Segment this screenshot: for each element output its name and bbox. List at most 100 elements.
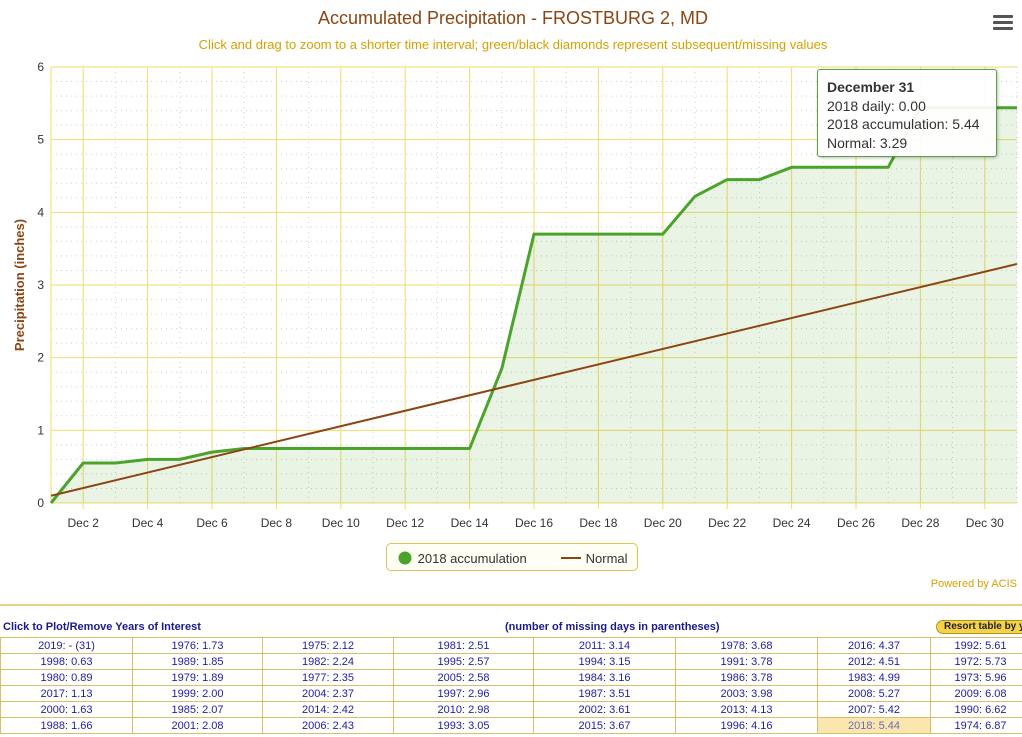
y-tick-label: 0 — [37, 496, 44, 510]
year-cell[interactable]: 1978: 3.68 — [675, 637, 818, 654]
year-cell[interactable]: 2010: 2.98 — [393, 701, 534, 718]
year-cell[interactable]: 1996: 4.16 — [675, 717, 818, 734]
year-cell[interactable]: 1990: 6.62 — [930, 701, 1022, 718]
chart-legend: 2018 accumulation Normal — [386, 543, 638, 571]
hamburger-menu-icon[interactable] — [988, 10, 1018, 36]
x-tick-label: Dec 22 — [708, 516, 746, 530]
year-cell[interactable]: 2016: 4.37 — [817, 637, 931, 654]
year-cell[interactable]: 1980: 0.89 — [0, 669, 133, 686]
resort-table-button[interactable]: Resort table by year — [936, 620, 1022, 634]
year-cell[interactable]: 1987: 3.51 — [533, 685, 676, 702]
year-cell[interactable]: 1979: 1.89 — [132, 669, 263, 686]
accumulation-point — [661, 233, 664, 236]
x-tick-label: Dec 12 — [386, 516, 424, 530]
x-tick-label: Dec 20 — [644, 516, 682, 530]
year-cell[interactable]: 1991: 3.78 — [675, 653, 818, 670]
years-table-row: 2017: 1.13 1999: 2.00 2004: 2.37 1997: 2.96… — [0, 685, 1022, 702]
powered-by-link[interactable]: Powered by ACIS — [930, 578, 1017, 590]
year-cell[interactable]: 2011: 3.14 — [533, 637, 676, 654]
year-cell[interactable]: 1993: 3.05 — [393, 717, 534, 734]
accumulation-point — [339, 447, 342, 450]
year-cell[interactable]: 2006: 2.43 — [262, 717, 394, 734]
accumulation-point — [468, 447, 471, 450]
year-cell[interactable]: 2018: 5.44 — [817, 717, 931, 734]
year-cell[interactable]: 1983: 4.99 — [817, 669, 931, 686]
year-cell[interactable]: 1975: 2.12 — [262, 637, 394, 654]
year-cell[interactable]: 1974: 6.87 — [930, 717, 1022, 734]
accumulation-point — [372, 447, 375, 450]
year-cell[interactable]: 1972: 5.73 — [930, 653, 1022, 670]
normal-line — [50, 262, 1018, 497]
legend-item-accumulation[interactable]: 2018 accumulation — [398, 551, 527, 566]
year-cell[interactable]: 2009: 6.08 — [930, 685, 1022, 702]
accumulation-point — [114, 462, 117, 465]
year-cell[interactable]: 1997: 2.96 — [393, 685, 534, 702]
accumulation-point — [533, 233, 536, 236]
accumulation-area — [51, 107, 1017, 503]
year-cell[interactable]: 2005: 2.58 — [393, 669, 534, 686]
x-tick-label: Dec 10 — [322, 516, 360, 530]
year-cell[interactable]: 1988: 1.66 — [0, 717, 133, 734]
years-table-row: 1998: 0.63 1989: 1.85 1982: 2.24 1995: 2.57… — [0, 653, 1022, 670]
year-cell[interactable]: 2002: 3.61 — [533, 701, 676, 718]
accumulation-line — [49, 106, 1017, 504]
year-cell[interactable]: 1982: 2.24 — [262, 653, 394, 670]
year-cell[interactable]: 1976: 1.73 — [132, 637, 263, 654]
year-cell[interactable]: 1999: 2.00 — [132, 685, 263, 702]
y-tick-label: 3 — [37, 278, 44, 292]
year-cell[interactable]: 2013: 4.13 — [675, 701, 818, 718]
year-cell[interactable]: 1986: 3.78 — [675, 669, 818, 686]
x-tick-label: Dec 6 — [196, 516, 228, 530]
x-tick-label: Dec 28 — [901, 516, 939, 530]
x-tick-label: Dec 24 — [773, 516, 811, 530]
chart-title: Accumulated Precipitation - FROSTBURG 2,… — [318, 8, 708, 28]
year-cell[interactable]: 1977: 2.35 — [262, 669, 394, 686]
x-tick-label: Dec 2 — [68, 516, 100, 530]
tooltip-accumulation: 2018 accumulation: 5.44 — [827, 116, 980, 132]
year-cell[interactable]: 2007: 5.42 — [817, 701, 931, 718]
year-cell[interactable]: 2003: 3.98 — [675, 685, 818, 702]
year-cell[interactable]: 1989: 1.85 — [132, 653, 263, 670]
year-cell[interactable]: 2014: 2.42 — [262, 701, 394, 718]
accumulation-point — [50, 502, 53, 505]
years-table-header: Click to Plot/Remove Years of Interest (… — [0, 619, 1022, 637]
accumulation-point — [211, 451, 214, 454]
y-tick-label: 4 — [37, 205, 44, 219]
accumulation-point — [565, 233, 568, 236]
year-cell[interactable]: 2008: 5.27 — [817, 685, 931, 702]
legend-item-normal[interactable]: Normal — [560, 551, 628, 566]
accumulation-point — [597, 233, 600, 236]
years-table-row: 2019: - (31) 1976: 1.73 1975: 2.12 1981: 2.… — [0, 637, 1022, 654]
year-cell[interactable]: 2001: 2.08 — [132, 717, 263, 734]
year-cell[interactable]: 1992: 5.61 — [930, 637, 1022, 654]
chart-tooltip: December 31 2018 daily: 0.00 2018 accumu… — [817, 69, 997, 157]
year-cell[interactable]: 2017: 1.13 — [0, 685, 133, 702]
accumulation-point — [1016, 106, 1019, 109]
accumulation-point — [758, 178, 761, 181]
y-tick-label: 6 — [37, 60, 44, 74]
accumulation-point — [146, 458, 149, 461]
year-cell[interactable]: 1985: 2.07 — [132, 701, 263, 718]
year-cell[interactable]: 1998: 0.63 — [0, 653, 133, 670]
y-tick-label: 1 — [37, 423, 44, 437]
year-cell[interactable]: 1984: 3.16 — [533, 669, 676, 686]
accumulation-point — [178, 458, 181, 461]
legend-dot-icon — [398, 551, 412, 565]
accumulation-point — [404, 447, 407, 450]
year-cell[interactable]: 1973: 5.96 — [930, 669, 1022, 686]
years-table-row: 2000: 1.63 1985: 2.07 2014: 2.42 2010: 2.98… — [0, 701, 1022, 718]
year-cell[interactable]: 1981: 2.51 — [393, 637, 534, 654]
years-table-instructions: Click to Plot/Remove Years of Interest — [3, 621, 201, 633]
accumulation-point — [790, 166, 793, 169]
accumulation-point — [629, 233, 632, 236]
year-cell[interactable]: 2019: - (31) — [0, 637, 133, 654]
year-cell[interactable]: 2012: 4.51 — [817, 653, 931, 670]
year-cell[interactable]: 2015: 3.67 — [533, 717, 676, 734]
x-tick-label: Dec 14 — [451, 516, 489, 530]
tooltip-daily: 2018 daily: 0.00 — [827, 97, 926, 114]
year-cell[interactable]: 2000: 1.63 — [0, 701, 133, 718]
year-cell[interactable]: 1995: 2.57 — [393, 653, 534, 670]
year-cell[interactable]: 2004: 2.37 — [262, 685, 394, 702]
year-cell[interactable]: 1994: 3.15 — [533, 653, 676, 670]
years-table-row: 1980: 0.89 1979: 1.89 1977: 2.35 2005: 2.58… — [0, 669, 1022, 686]
